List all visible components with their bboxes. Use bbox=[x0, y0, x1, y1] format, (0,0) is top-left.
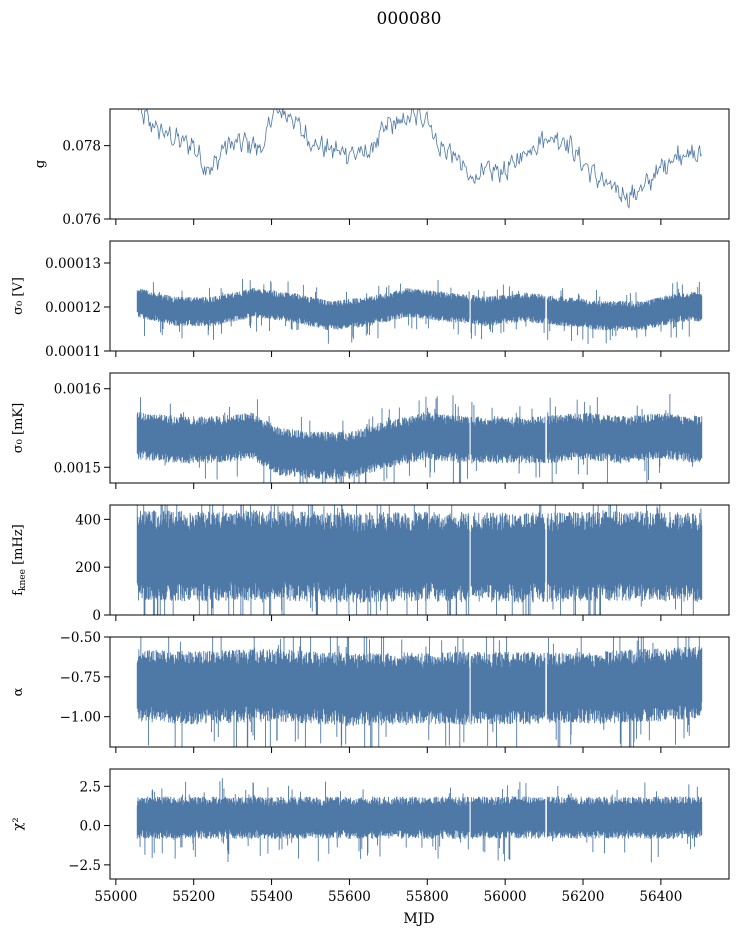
y-tick-label: −1.00 bbox=[60, 710, 101, 726]
y-axis-label: α bbox=[11, 687, 26, 696]
series-line bbox=[137, 109, 703, 209]
y-tick-label: 0.078 bbox=[62, 139, 101, 155]
y-tick-label: 0 bbox=[92, 608, 101, 624]
panel-chi2: −2.5 0.0 2.5 55000 55200 55400 55600 55800 56000… bbox=[11, 768, 730, 905]
y-axis-label: σ₀ [V] bbox=[11, 277, 26, 315]
x-tick-label: 56200 bbox=[562, 889, 605, 905]
y-axis-label: g bbox=[33, 160, 48, 168]
x-tick-label: 55000 bbox=[94, 889, 137, 905]
y-tick-label: −0.50 bbox=[60, 630, 101, 646]
series-band bbox=[136, 637, 703, 747]
y-axis-label: σ₀ [mK] bbox=[11, 403, 26, 453]
x-tick-label: 55200 bbox=[172, 889, 215, 905]
x-tick-label: 56400 bbox=[639, 889, 682, 905]
axes-frame bbox=[109, 636, 730, 748]
x-tick-label: 55600 bbox=[328, 889, 371, 905]
y-tick-label: 0.0015 bbox=[54, 460, 101, 476]
axes-frame bbox=[109, 768, 730, 880]
y-tick-label: 0.00012 bbox=[45, 300, 101, 316]
y-tick-label: 400 bbox=[75, 512, 101, 528]
y-tick-label: −2.5 bbox=[68, 858, 101, 874]
panel-sigma0-volts: 0.00011 0.00012 0.00013 σ₀ [V] bbox=[11, 240, 730, 360]
y-tick-label: 2.5 bbox=[80, 779, 101, 795]
y-tick-label: 0.00013 bbox=[45, 256, 101, 272]
y-tick-label: −0.75 bbox=[60, 670, 101, 686]
y-tick-label: 200 bbox=[75, 560, 101, 576]
axes-frame bbox=[109, 372, 730, 484]
figure-title: 000080 bbox=[377, 9, 442, 29]
y-tick-label: 0.0 bbox=[80, 819, 101, 835]
panel-sigma0-mk: 0.0015 0.0016 σ₀ [mK] bbox=[11, 372, 730, 489]
series-band bbox=[136, 778, 703, 863]
series-band bbox=[136, 393, 703, 483]
x-tick-label: 55800 bbox=[406, 889, 449, 905]
axes-frame bbox=[109, 240, 730, 352]
x-axis-label: MJD bbox=[403, 911, 434, 927]
y-tick-label: 0.0016 bbox=[54, 382, 101, 398]
y-axis-label: χ² bbox=[11, 817, 26, 830]
y-tick-label: 0.00011 bbox=[45, 344, 101, 360]
panel-alpha: −1.00 −0.75 −0.50 α bbox=[11, 630, 730, 753]
y-axis-label: fknee [mHz] bbox=[11, 524, 28, 596]
x-tick-label: 56000 bbox=[484, 889, 527, 905]
panel-fknee: 0 200 400 fknee [mHz] bbox=[11, 504, 730, 624]
series-band bbox=[136, 279, 703, 345]
panel-gain: 0.076 0.078 g bbox=[33, 108, 730, 228]
series-band bbox=[136, 505, 703, 615]
axes-frame bbox=[109, 108, 730, 220]
axes-frame bbox=[109, 504, 730, 616]
y-tick-label: 0.076 bbox=[62, 212, 101, 228]
x-tick-label: 55400 bbox=[250, 889, 293, 905]
